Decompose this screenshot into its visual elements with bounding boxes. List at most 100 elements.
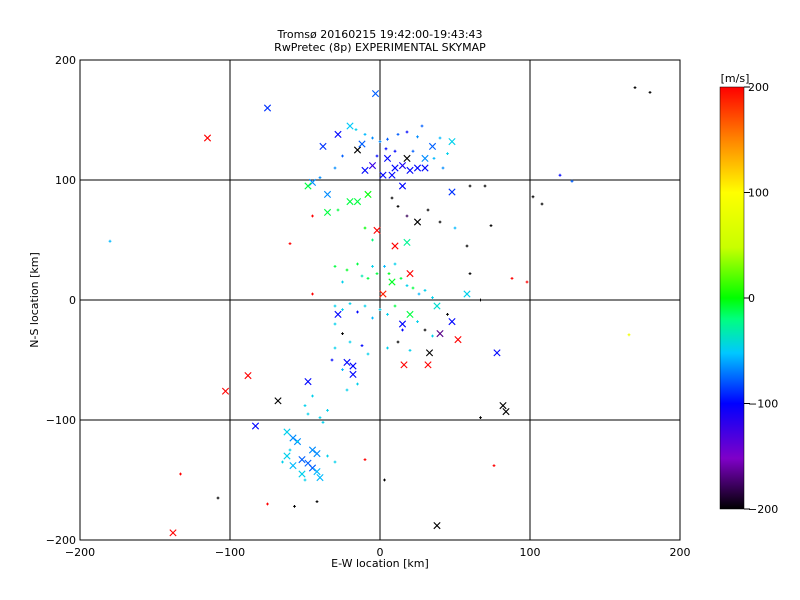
data-point-cross [391,164,399,172]
data-point-dot [438,220,442,224]
data-point-cross [353,146,362,154]
data-point-dot [266,502,269,506]
data-point-cross [346,198,354,206]
data-point-dot [375,272,379,275]
data-point-dot [438,136,442,140]
data-point-dot [356,382,359,386]
data-point-dot [396,340,400,344]
data-point-dot [416,135,419,139]
data-point-dot [393,149,397,153]
data-point-cross [433,302,441,310]
data-point-cross [169,529,177,537]
data-point-dot [396,133,400,136]
data-point-dot [426,208,430,212]
data-point-dot [345,268,349,272]
y-tick-label: −200 [46,534,76,547]
data-point-dot [341,308,344,311]
data-point-dot [383,478,386,482]
data-point-dot [468,184,472,188]
data-point-dot [396,205,400,208]
data-point-cross [343,358,351,366]
colorbar [719,86,745,510]
data-point-dot [216,496,220,500]
data-point-dot [489,224,493,227]
data-point-dot [341,154,344,158]
data-point-cross [379,290,387,298]
data-point-dot [387,272,391,275]
data-point-dot [371,136,374,140]
data-point-dot [483,184,487,188]
data-point-dot [315,500,319,503]
data-point-cross [308,178,317,186]
data-points [108,86,652,537]
data-point-dot [378,308,382,311]
data-point-dot [386,346,389,350]
x-tick-label: −100 [215,546,245,559]
data-point-dot [321,421,325,424]
data-point-dot [408,349,412,352]
data-point-cross [304,182,312,190]
data-point-cross [403,154,411,162]
data-point-dot [378,140,382,143]
data-point-cross [400,361,408,369]
data-point-cross [361,166,369,174]
data-point-dot [108,239,112,243]
y-tick-label: −100 [46,414,76,427]
data-point-dot [363,226,367,230]
data-point-dot [333,166,337,170]
data-point-cross [383,154,392,162]
data-point-dot [311,292,314,296]
data-point-cross [308,464,317,472]
data-point-dot [411,286,415,290]
data-point-dot [570,179,574,183]
y-axis-ticks: −200 −100 0 100 200 [46,54,76,547]
data-point-dot [375,154,379,158]
data-point-dot [416,320,419,323]
data-point-cross [436,330,444,338]
data-point-cross [203,134,212,142]
data-point-cross [433,522,441,530]
data-point-dot [411,149,415,153]
data-point-dot [399,277,403,280]
data-point-dot [468,272,472,275]
data-point-cross [388,278,396,286]
data-point-cross [313,468,321,476]
data-point-dot [363,133,367,136]
data-point-dot [288,448,292,452]
data-point-dot [393,262,397,266]
data-point-dot [341,332,344,335]
data-point-dot [492,464,496,467]
data-point-dot [405,130,409,134]
y-axis-label: N-S location [km] [28,252,41,348]
colorbar-tick-label: −200 [748,503,778,516]
data-point-cross [244,372,252,380]
data-point-cross [304,378,312,386]
data-point-dot [348,302,352,305]
data-point-dot [383,265,386,268]
data-point-cross [289,434,297,442]
data-point-cross [493,349,501,357]
chart-title: Tromsø 20160215 19:42:00-19:43:43 [276,28,482,41]
data-point-dot [446,152,449,155]
data-point-dot [540,202,544,206]
data-point-cross [391,242,399,250]
data-point-cross [313,450,321,458]
x-axis-label: E-W location [km] [331,557,429,570]
x-tick-label: −200 [65,546,95,559]
data-point-dot [281,460,284,464]
data-point-dot [453,226,457,230]
data-point-cross [289,462,297,470]
data-point-cross [421,154,429,162]
data-point-cross [263,104,272,112]
data-point-dot [405,214,409,218]
colorbar-ticks: −200 −100 0 100 200 [744,81,778,516]
data-point-dot [326,409,329,412]
data-point-dot [384,147,388,151]
data-point-dot [441,166,445,170]
data-point-cross [349,362,357,370]
data-point-cross [428,142,437,150]
data-point-dot [341,280,344,284]
data-point-cross [421,164,429,172]
data-point-cross [283,452,291,460]
